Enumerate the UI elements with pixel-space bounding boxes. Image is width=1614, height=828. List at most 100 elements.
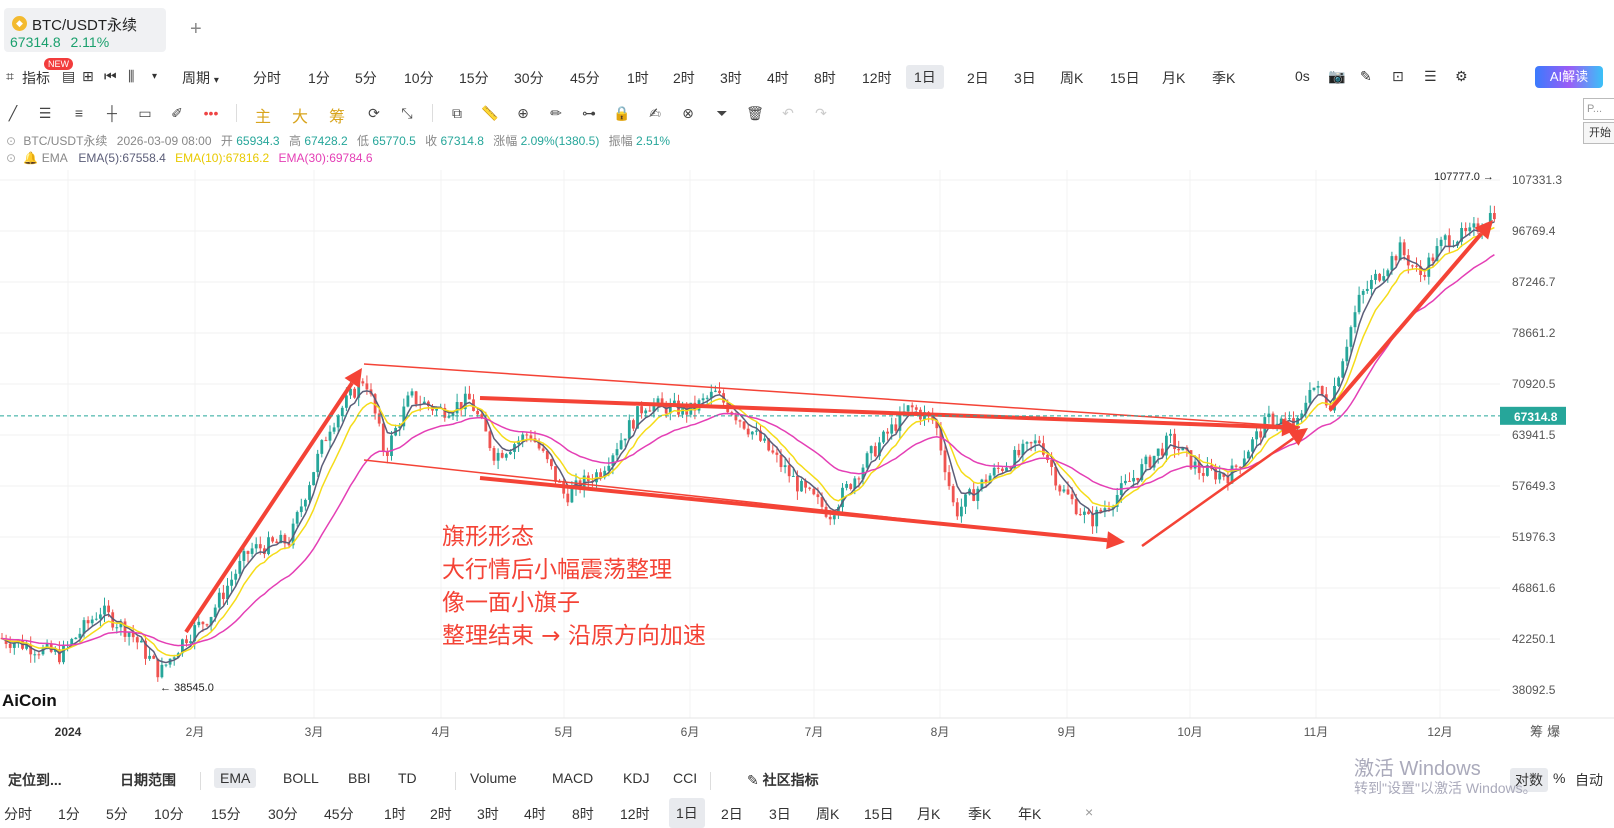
brush-icon[interactable]: ✏	[550, 105, 562, 121]
bottom-period-tab[interactable]: 年K	[1018, 806, 1042, 822]
percent-toggle[interactable]: %	[1553, 770, 1566, 786]
bottom-period-tab[interactable]: 周K	[816, 806, 840, 822]
add-tab-button[interactable]: +	[190, 18, 202, 40]
bottom-period-tab[interactable]: 1时	[384, 806, 406, 822]
period-tab[interactable]: 30分	[514, 70, 544, 86]
bottom-period-tab[interactable]: 3日	[769, 806, 791, 822]
auto-scale-toggle[interactable]: 自动	[1575, 772, 1603, 788]
locate-button[interactable]: 定位到...	[8, 772, 62, 788]
hline-tool-icon[interactable]: ≡	[74, 105, 84, 121]
chart-icon[interactable]: ⌗	[6, 68, 14, 84]
eye-icon[interactable]: ⊶	[582, 105, 596, 121]
side-start-button[interactable]: 开始	[1583, 122, 1614, 144]
pen-tool-icon[interactable]: ✐	[171, 105, 183, 121]
ai-interpret-button[interactable]: AI解读	[1535, 66, 1603, 88]
measure-icon[interactable]: ⤡	[401, 105, 413, 121]
period-tab[interactable]: 3时	[720, 70, 742, 86]
period-tab[interactable]: 15分	[459, 70, 489, 86]
edit-icon[interactable]: ✎	[1360, 68, 1372, 84]
bottom-period-tab[interactable]: 5分	[106, 806, 128, 822]
bottom-period-tab[interactable]: 1分	[58, 806, 80, 822]
bottom-period-tab[interactable]: 8时	[572, 806, 594, 822]
bottom-period-tab[interactable]: 月K	[917, 806, 941, 822]
cross-tool-icon[interactable]: ┼	[107, 105, 117, 121]
indicator-tab[interactable]: BBI	[348, 770, 371, 786]
replay-icon[interactable]: ⏮	[104, 68, 117, 84]
collapse-icon[interactable]: ⊙	[6, 151, 17, 165]
line-tool-icon[interactable]: ╱	[8, 105, 18, 121]
chip-tool[interactable]: 筹	[329, 109, 346, 126]
period-tab[interactable]: 月K	[1162, 70, 1186, 86]
bottom-period-tab[interactable]: 2日	[721, 806, 743, 822]
period-tab[interactable]: 1日	[906, 65, 944, 89]
candle-type-icon[interactable]: ⫼	[128, 68, 135, 84]
bottom-period-tab[interactable]: 15日	[864, 806, 894, 822]
period-tab[interactable]: 4时	[767, 70, 789, 86]
period-tab[interactable]: 45分	[570, 70, 600, 86]
bottom-period-tab[interactable]: 分时	[4, 806, 32, 822]
big-tool[interactable]: 大	[292, 109, 309, 126]
bottom-period-tab[interactable]: 10分	[154, 806, 184, 822]
ruler-icon[interactable]: 📏	[481, 105, 499, 121]
bottom-period-tab[interactable]: 季K	[968, 806, 992, 822]
bottom-period-tab[interactable]: 15分	[211, 806, 241, 822]
close-icon[interactable]: ×	[1085, 804, 1094, 820]
layout-icon[interactable]: ▤	[62, 68, 76, 84]
zoom-icon[interactable]: ⊕	[517, 105, 529, 121]
period-tab[interactable]: 3日	[1014, 70, 1036, 86]
indicator-tab[interactable]: MACD	[552, 770, 594, 786]
indicator-tab[interactable]: KDJ	[623, 770, 650, 786]
bottom-period-tab[interactable]: 30分	[268, 806, 298, 822]
list-icon[interactable]: ☰	[1424, 68, 1437, 84]
split-icon[interactable]: ⊞	[82, 68, 94, 84]
period-tab[interactable]: 1时	[627, 70, 649, 86]
lock-icon[interactable]: 🔒	[613, 105, 631, 121]
note-icon[interactable]: ✍	[649, 105, 661, 121]
period-tab[interactable]: 季K	[1212, 70, 1236, 86]
period-tab[interactable]: 8时	[814, 70, 836, 86]
bottom-period-tab[interactable]: 12时	[620, 806, 650, 822]
main-tool[interactable]: 主	[255, 109, 272, 126]
indicator-tab[interactable]: Volume	[470, 770, 517, 786]
parallel-tool-icon[interactable]: ☰	[38, 105, 52, 121]
side-search-input[interactable]: P...	[1583, 98, 1614, 120]
period-tab[interactable]: 分时	[253, 70, 281, 86]
filter-icon[interactable]: ⏷	[716, 105, 728, 121]
indicator-tab[interactable]: TD	[398, 770, 417, 786]
date-range-button[interactable]: 日期范围	[120, 772, 176, 788]
period-tab[interactable]: 周K	[1060, 70, 1084, 86]
collapse-icon[interactable]: ⊙	[6, 134, 17, 148]
period-dropdown[interactable]: 周期 ▾	[182, 68, 219, 88]
bottom-period-tab[interactable]: 4时	[524, 806, 546, 822]
copy-icon[interactable]: ⧉	[452, 105, 462, 121]
trash-icon[interactable]: 🗑	[746, 105, 764, 121]
more-tools-icon[interactable]: •••	[203, 105, 219, 121]
symbol-tab[interactable]: ◆ BTC/USDT永续 67314.8 2.11%	[4, 8, 166, 52]
layout-switch-icon[interactable]: ⊡	[1392, 68, 1404, 84]
period-tab[interactable]: 2日	[967, 70, 989, 86]
indicator-tab[interactable]: CCI	[673, 770, 698, 786]
bell-icon[interactable]: 🔔	[23, 151, 39, 165]
community-indicator-button[interactable]: ✎ 社区指标	[747, 770, 819, 790]
log-scale-toggle[interactable]: 对数	[1510, 768, 1548, 792]
period-tab[interactable]: 1分	[308, 70, 330, 86]
bottom-period-tab[interactable]: 1日	[669, 798, 705, 828]
sync-icon[interactable]: ⟳	[368, 105, 380, 121]
period-tab[interactable]: 5分	[355, 70, 377, 86]
rect-tool-icon[interactable]: ▭	[138, 105, 152, 121]
period-tab[interactable]: 10分	[404, 70, 434, 86]
indicator-tab[interactable]: EMA	[214, 768, 257, 788]
magnet-icon[interactable]: ⊗	[682, 105, 694, 121]
camera-icon[interactable]: 📷	[1328, 68, 1346, 84]
period-tab[interactable]: 2时	[673, 70, 695, 86]
indicator-tab[interactable]: BOLL	[283, 770, 319, 786]
undo-icon[interactable]: ↶	[782, 105, 794, 121]
settings-icon[interactable]: ⚙	[1455, 68, 1468, 84]
bottom-period-tab[interactable]: 45分	[324, 806, 354, 822]
bottom-period-tab[interactable]: 2时	[430, 806, 452, 822]
bottom-period-tab[interactable]: 3时	[477, 806, 499, 822]
period-tab[interactable]: 12时	[862, 70, 892, 86]
redo-icon[interactable]: ↷	[815, 105, 827, 121]
chevron-down-icon[interactable]: ▾	[152, 71, 158, 82]
